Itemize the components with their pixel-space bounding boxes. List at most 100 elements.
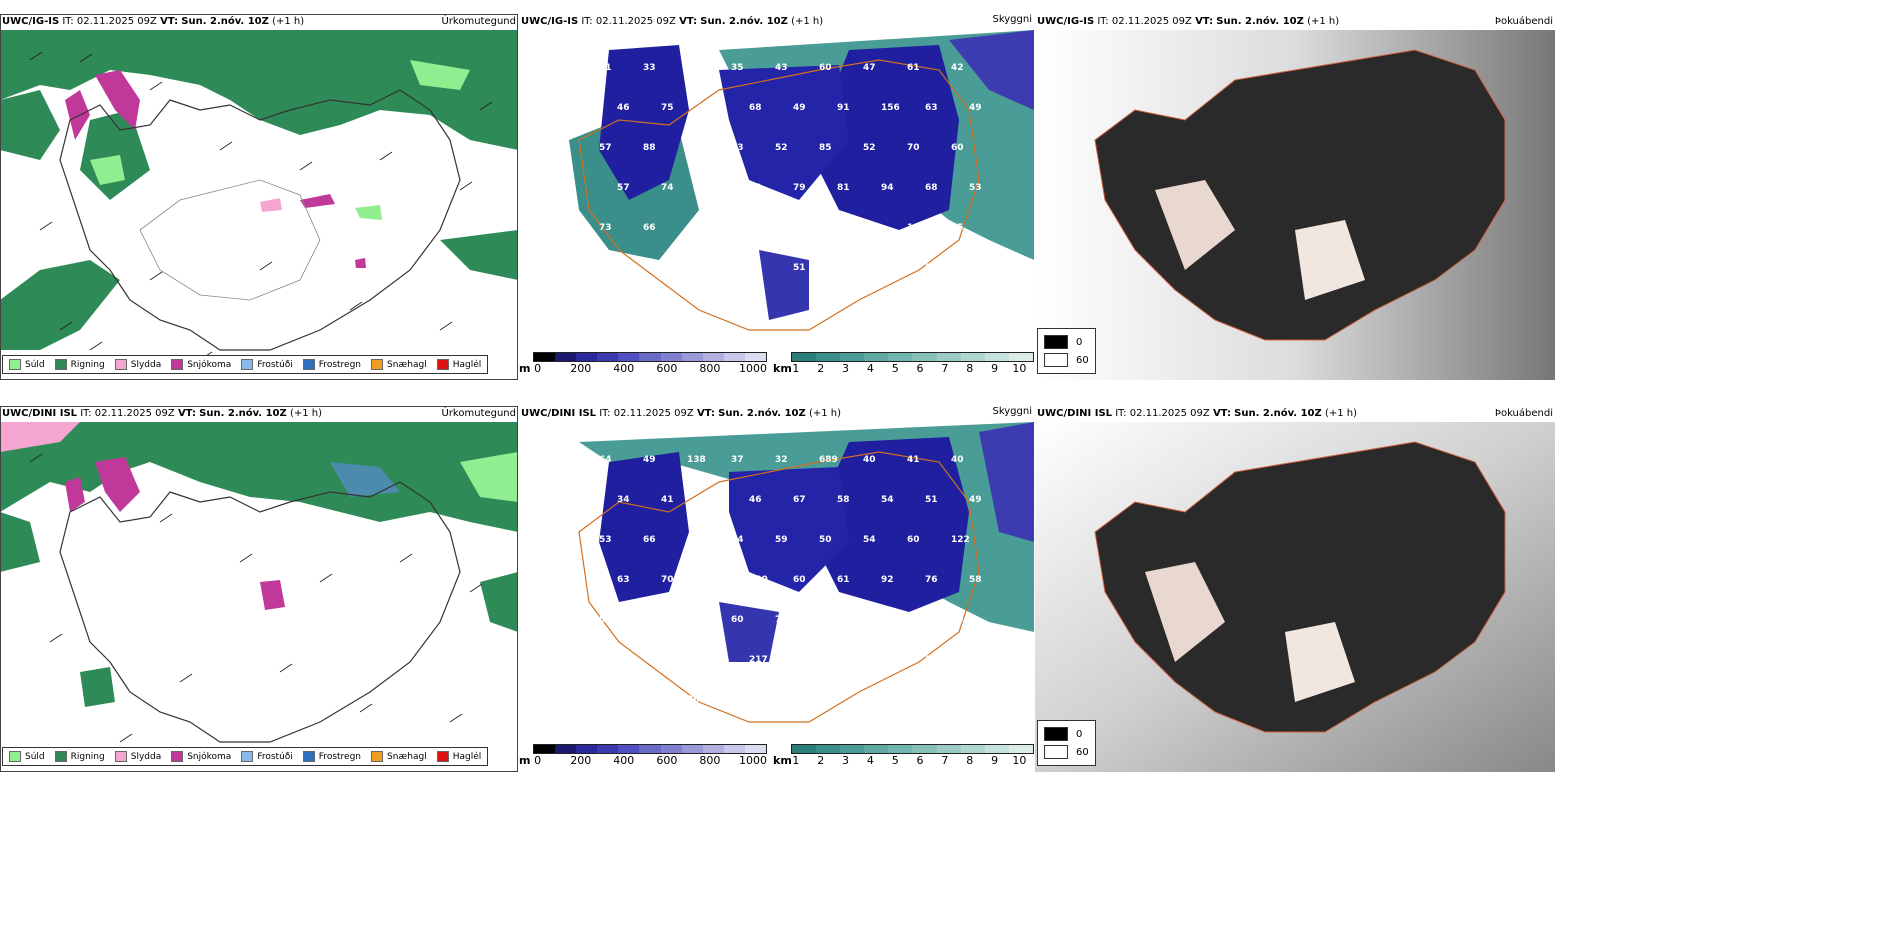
visibility-value-label: 63 xyxy=(617,575,630,585)
legend-swatch xyxy=(171,359,184,370)
legend-swatch xyxy=(302,359,315,370)
legend-item: Frostregn xyxy=(302,751,361,762)
colorbar-segment xyxy=(639,353,661,361)
height-colorbar: m 0 200 400 600 800 1000 xyxy=(519,352,767,376)
colorbar-segment xyxy=(681,353,703,361)
field-name: Úrkomutegund xyxy=(441,408,516,419)
colorbar-segment xyxy=(936,353,961,361)
visibility-value-label: 52 xyxy=(863,143,876,153)
visibility-value-label: 67 xyxy=(731,223,744,233)
colorbar-segment xyxy=(960,745,985,753)
colorbar-tick-label: 5 xyxy=(891,754,899,767)
visibility-value-label: 689 xyxy=(819,455,838,465)
visibility-value-label: 43 xyxy=(705,495,718,505)
colorbar-tick-label: 3 xyxy=(842,362,850,375)
colorbar-tick-label: 6 xyxy=(916,362,924,375)
visibility-value-label: 217 xyxy=(749,655,768,665)
visibility-value-label: 40 xyxy=(687,63,700,73)
colorbar-segment xyxy=(792,353,817,361)
colorbar-segment xyxy=(576,745,598,753)
visibility-value-label: 66 xyxy=(643,223,656,233)
field-name: Þokuábendi xyxy=(1494,16,1553,27)
colorbar-segment xyxy=(639,745,661,753)
visibility-map: 64 49 138 37 32 689 40 41 40 34 41 43 46 67 58 54 51 49 53… xyxy=(519,422,1034,738)
colorbar-tick-label: 9 xyxy=(991,362,999,375)
colorbar-tick-label: 5 xyxy=(891,362,899,375)
colorbar-tick-label: 0 xyxy=(534,754,542,767)
colorbar-segment xyxy=(534,745,556,753)
visibility-value-label: 51 xyxy=(925,495,938,505)
visibility-value-label: 230 xyxy=(749,575,768,585)
colorbar-tick-label: 1000 xyxy=(738,362,767,375)
visibility-value-label: 60 xyxy=(819,63,832,73)
visibility-value-label: 53 xyxy=(969,183,982,193)
colorbar-segment xyxy=(534,353,556,361)
visibility-value-label: 49 xyxy=(643,455,656,465)
colorbar-segment xyxy=(597,353,619,361)
colorbar-segment xyxy=(723,745,745,753)
visibility-value-label: 63 xyxy=(925,103,938,113)
colorbar-tick-label: 7 xyxy=(941,754,949,767)
legend-item: Slydda xyxy=(114,751,161,762)
visibility-value-label: 73 xyxy=(731,143,744,153)
visibility-value-label: 94 xyxy=(881,183,894,193)
visibility-value-label: 57 xyxy=(599,143,612,153)
visibility-value-label: 58 xyxy=(969,575,982,585)
visibility-value-label: 32 xyxy=(775,455,788,465)
visibility-value-label: 76 xyxy=(863,615,876,625)
visibility-value-label: 70 xyxy=(907,143,920,153)
legend-item: Frostúði xyxy=(241,751,293,762)
height-colorbar: m 0 200 400 600 800 1000 xyxy=(519,744,767,768)
visibility-value-label: 35 xyxy=(731,63,744,73)
legend-swatch xyxy=(241,751,254,762)
fog-map xyxy=(1035,30,1555,380)
visibility-value-label: 73 xyxy=(599,223,612,233)
colorbar-tick-label: 2 xyxy=(817,362,825,375)
colorbar-segment xyxy=(984,745,1009,753)
visibility-value-label: 61 xyxy=(907,63,920,73)
legend-row: 60 xyxy=(1044,743,1089,761)
visibility-value-label: 140 xyxy=(617,263,636,273)
panel-title: UWC/IG-IS IT: 02.11.2025 09Z VT: Sun. 2.… xyxy=(1037,16,1340,27)
visibility-value-label: 47 xyxy=(863,63,876,73)
visibility-value-label: 49 xyxy=(793,103,806,113)
visibility-value-label: 132 xyxy=(863,223,882,233)
legend-item: Frostúði xyxy=(241,359,293,370)
visibility-value-label: 80 xyxy=(731,695,744,705)
visibility-value-label: 54 xyxy=(863,535,876,545)
visibility-value-label: 60 xyxy=(907,535,920,545)
visibility-value-label: 49 xyxy=(687,143,700,153)
visibility-value-label: 52 xyxy=(775,143,788,153)
colorbar-tick-label: 10 xyxy=(1012,754,1027,767)
visibility-value-label: 85 xyxy=(819,143,832,153)
fog-legend: 0 60 xyxy=(1037,328,1096,374)
legend-swatch xyxy=(241,359,254,370)
colorbar-tick-label: 8 xyxy=(966,754,974,767)
legend-swatch xyxy=(436,359,449,370)
visibility-value-label: 75 xyxy=(661,103,674,113)
visibility-value-label: 276 xyxy=(881,263,900,273)
visibility-value-label: 64 xyxy=(643,615,656,625)
colorbar-segment xyxy=(840,353,865,361)
visibility-value-label: 60 xyxy=(731,615,744,625)
colorbar-tick-label: 8 xyxy=(966,362,974,375)
colorbar-segment xyxy=(864,353,889,361)
visibility-value-label: 68 xyxy=(749,103,762,113)
visibility-value-label: 37 xyxy=(731,455,744,465)
visibility-value-label: 46 xyxy=(617,103,630,113)
visibility-panel-top: UWC/IG-IS IT: 02.11.2025 09Z VT: Sun. 2.… xyxy=(519,14,1034,380)
visibility-value-label: 81 xyxy=(837,183,850,193)
visibility-value-label: 74 xyxy=(661,183,674,193)
colorbar-tick-label: 400 xyxy=(613,362,635,375)
visibility-value-label: 42 xyxy=(951,63,964,73)
colorbar-tick-label: 1 xyxy=(792,362,800,375)
colorbar-tick-label: 9 xyxy=(991,754,999,767)
colorbar-tick-label: 7 xyxy=(941,362,949,375)
visibility-value-label: 64 xyxy=(599,455,612,465)
colorbar-segment xyxy=(840,745,865,753)
legend-swatch xyxy=(371,359,384,370)
visibility-value-label: 50 xyxy=(819,535,832,545)
colorbar-segment xyxy=(702,745,724,753)
colorbar-tick-label: 200 xyxy=(570,362,592,375)
field-name: Skyggni xyxy=(992,14,1032,25)
